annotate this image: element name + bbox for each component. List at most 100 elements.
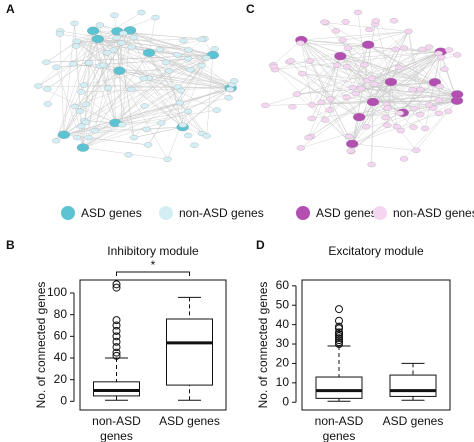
outlier bbox=[112, 343, 121, 352]
panel-letter: C bbox=[246, 2, 255, 16]
y-tick-label: 50 bbox=[276, 297, 290, 311]
network-node bbox=[51, 138, 61, 144]
network-node bbox=[81, 119, 90, 125]
network-node bbox=[142, 126, 151, 133]
network-edge bbox=[97, 38, 149, 79]
network-node bbox=[434, 110, 444, 117]
network-node bbox=[392, 124, 401, 130]
network-edge bbox=[81, 31, 118, 92]
network-node bbox=[190, 142, 199, 148]
network-edge bbox=[310, 44, 369, 137]
network-node bbox=[110, 12, 119, 18]
network-edge bbox=[301, 39, 440, 87]
network-node bbox=[321, 117, 330, 123]
outlier bbox=[112, 283, 121, 292]
network-node bbox=[409, 124, 418, 130]
network-node bbox=[113, 66, 126, 75]
network-edge bbox=[352, 44, 369, 88]
network-node bbox=[416, 111, 425, 118]
chart-title: Inhibitory module bbox=[107, 244, 199, 258]
network-edge bbox=[312, 94, 458, 106]
network-node bbox=[362, 40, 375, 49]
network-edge bbox=[94, 126, 183, 132]
network-edge bbox=[55, 30, 94, 141]
network-edge bbox=[76, 41, 109, 89]
network-node bbox=[367, 75, 376, 81]
network-node bbox=[72, 43, 81, 49]
network-node bbox=[197, 36, 206, 42]
network-node bbox=[332, 62, 342, 68]
network-edge bbox=[371, 101, 374, 165]
network-edge bbox=[63, 111, 189, 135]
outlier bbox=[112, 326, 121, 335]
network-node bbox=[353, 9, 363, 16]
network-node bbox=[360, 62, 369, 68]
network-edge bbox=[296, 82, 435, 95]
network-edge bbox=[63, 65, 101, 135]
network-node bbox=[127, 86, 136, 93]
legend-label: ASD genes bbox=[316, 206, 377, 220]
network-node bbox=[325, 107, 334, 113]
network-node bbox=[210, 46, 219, 52]
network-node bbox=[357, 85, 366, 92]
network-edge bbox=[63, 62, 167, 135]
outlier bbox=[335, 316, 343, 325]
legend-swatch bbox=[373, 206, 387, 220]
legend-swatch bbox=[159, 206, 173, 220]
network-edge bbox=[359, 112, 403, 118]
network-edge bbox=[165, 62, 231, 89]
network-node bbox=[175, 100, 185, 106]
network-edge bbox=[115, 97, 229, 124]
network-node bbox=[404, 28, 413, 35]
network-node bbox=[212, 107, 221, 113]
network-edge bbox=[97, 38, 178, 55]
y-tick-label: 40 bbox=[54, 350, 68, 364]
network-node bbox=[183, 108, 193, 115]
network-node bbox=[230, 78, 239, 84]
network-node bbox=[184, 132, 193, 139]
network-edge bbox=[88, 62, 116, 123]
network-node bbox=[77, 89, 86, 95]
network-edge bbox=[115, 58, 189, 123]
network-edge bbox=[366, 31, 409, 81]
network-edge bbox=[351, 82, 435, 152]
network-node bbox=[269, 63, 278, 70]
outlier bbox=[335, 332, 343, 341]
network-edge bbox=[182, 87, 231, 128]
network-node bbox=[129, 134, 139, 141]
network-node bbox=[143, 142, 153, 148]
network-node bbox=[362, 124, 371, 130]
network-node bbox=[112, 35, 121, 41]
y-axis-label: No. of connected genes bbox=[34, 282, 48, 409]
network-edge bbox=[119, 70, 123, 125]
network-node bbox=[399, 45, 409, 51]
network-edge bbox=[177, 57, 207, 88]
significance-bracket bbox=[116, 271, 190, 276]
x-tick-label: non-ASD genes bbox=[314, 414, 364, 442]
network-edge bbox=[309, 60, 368, 81]
network-edge bbox=[309, 51, 441, 61]
network-edge bbox=[321, 51, 441, 103]
network-edge bbox=[63, 122, 116, 135]
network-node bbox=[118, 122, 127, 128]
network-node bbox=[317, 99, 326, 106]
network-node bbox=[137, 9, 146, 16]
outlier bbox=[112, 332, 121, 341]
chart-title: Excitatory module bbox=[328, 244, 424, 258]
network-node bbox=[186, 67, 195, 73]
network-node bbox=[183, 55, 193, 62]
network-node bbox=[367, 161, 376, 168]
outlier bbox=[335, 330, 343, 339]
network-edge bbox=[117, 31, 182, 91]
network-node bbox=[81, 101, 91, 107]
network-edge bbox=[374, 84, 403, 113]
network-edge bbox=[148, 17, 156, 53]
network-node bbox=[288, 104, 297, 110]
network-edge bbox=[265, 100, 458, 106]
network-edge bbox=[408, 31, 421, 90]
network-edge bbox=[82, 49, 189, 148]
network-node bbox=[70, 103, 80, 110]
network-edge bbox=[74, 70, 120, 107]
network-edge bbox=[47, 30, 94, 105]
